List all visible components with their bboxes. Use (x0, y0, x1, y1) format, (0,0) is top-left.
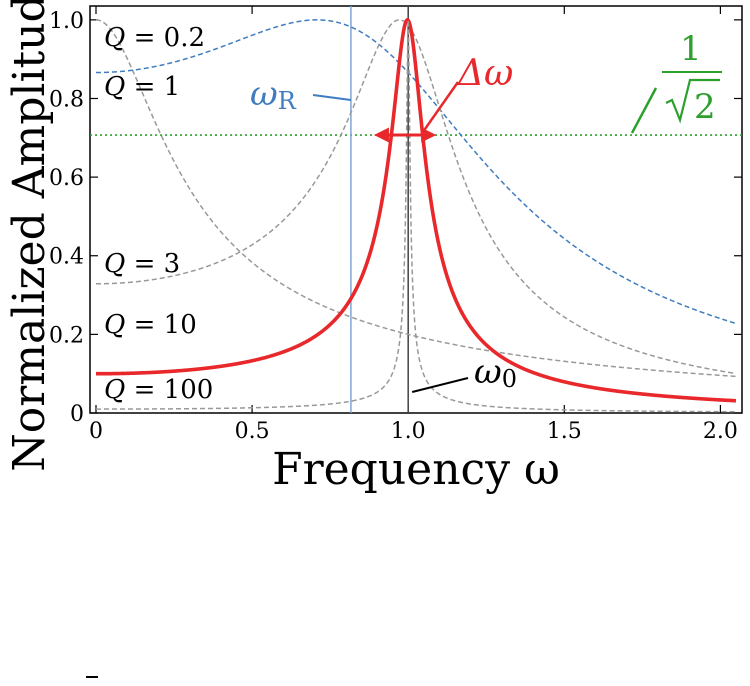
plot-frame (89, 5, 743, 414)
y-tick-label: 1.0 (49, 9, 84, 34)
delta-omega-label: Δω (456, 53, 513, 94)
y-axis-title: Normalized Amplitude (4, 0, 55, 472)
q-labels: Q = 0.2 Q = 1 Q = 3 Q = 10 Q = 100 (104, 23, 213, 405)
omega-r-label: ωR (250, 74, 297, 115)
y-axis-ticks: 0 0.2 0.4 0.6 0.8 1.0 (49, 9, 742, 427)
label-q-3: Q = 3 (104, 249, 180, 279)
one-over-sqrt2-label: 1 2 (662, 29, 722, 127)
label-q-1: Q = 1 (104, 72, 180, 102)
curve-Q100 (96, 19, 736, 413)
x-axis-title: Frequency ω (272, 444, 560, 495)
fraction-denominator: 2 (694, 87, 716, 127)
omega-0-leader (411, 377, 469, 393)
fraction-numerator: 1 (680, 29, 702, 69)
omega-r-leader (312, 94, 352, 101)
one-over-sqrt2-leader (630, 87, 658, 134)
omega-0-label: ω0 (474, 352, 517, 393)
sqrt-sign (665, 78, 720, 124)
x-axis-ticks: 0 0.5 1.0 1.5 2.0 (89, 6, 738, 444)
curve-Q3 (96, 19, 737, 375)
y-tick-label: 0.4 (49, 245, 84, 270)
delta-omega-leader (421, 81, 460, 134)
stray-mark (86, 676, 98, 678)
series-curves (95, 17, 737, 413)
y-tick-label: 0.6 (49, 166, 84, 191)
x-tick-label: 2.0 (703, 419, 738, 444)
label-q-100: Q = 100 (104, 375, 213, 405)
x-tick-label: 0 (89, 419, 103, 444)
x-tick-label: 1.0 (391, 419, 426, 444)
y-tick-label: 0 (70, 402, 84, 427)
y-tick-label: 0.2 (49, 323, 84, 348)
label-q-10: Q = 10 (104, 310, 197, 340)
x-tick-label: 1.5 (547, 419, 582, 444)
x-tick-label: 0.5 (235, 419, 270, 444)
curve-Q10 (96, 17, 737, 403)
label-q-0.2: Q = 0.2 (104, 23, 205, 53)
y-tick-label: 0.8 (49, 87, 84, 112)
